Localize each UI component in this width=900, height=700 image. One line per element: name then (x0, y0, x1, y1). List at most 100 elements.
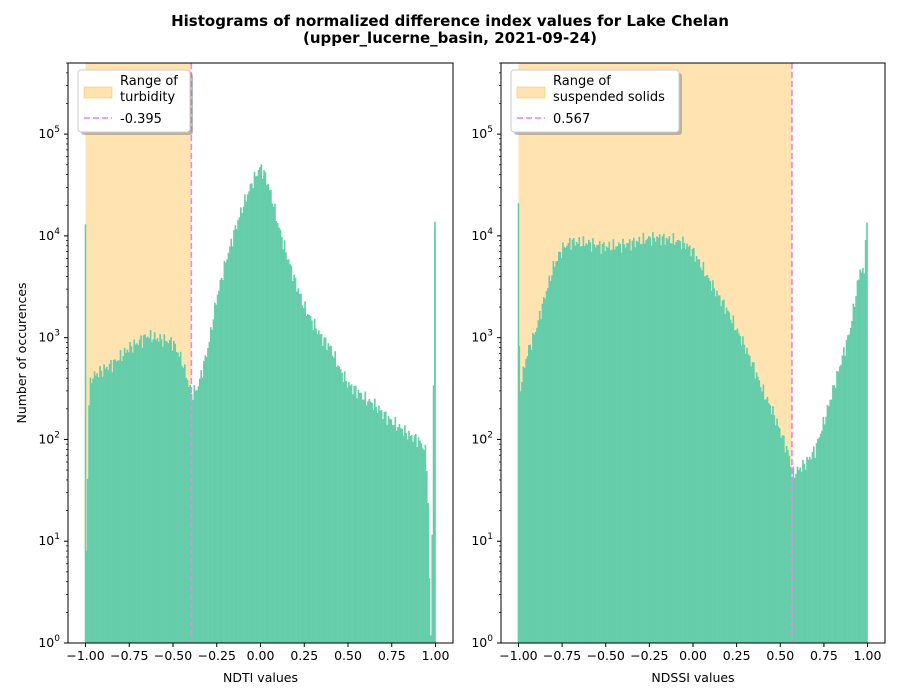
histogram-bar (669, 243, 672, 643)
histogram-bar (104, 368, 107, 643)
histogram-bar (302, 307, 305, 643)
histogram-bar (650, 245, 653, 643)
histogram-bar (214, 302, 216, 643)
histogram-bar (285, 252, 287, 643)
histogram-bar (298, 293, 301, 643)
x-tick-label: −0.75 (543, 648, 581, 663)
histogram-bar (173, 340, 175, 643)
histogram-bar (431, 534, 434, 643)
histogram-bar (585, 243, 587, 643)
histogram-bar (334, 351, 336, 643)
histogram-bar (234, 225, 237, 643)
y-tick-label: 102 (38, 430, 60, 446)
histogram-bar (281, 237, 283, 643)
histogram-bar (551, 275, 553, 643)
histogram-bar (249, 183, 252, 643)
histogram-bar (803, 463, 806, 643)
histogram-bar (578, 236, 581, 643)
histogram-bar (703, 276, 706, 643)
histogram-bar (99, 366, 101, 643)
histogram-bar (570, 249, 572, 643)
histogram-bar (540, 319, 542, 643)
histogram-bar (112, 360, 115, 643)
histogram-bar (620, 252, 623, 643)
x-tick-label: −0.50 (154, 648, 192, 663)
histogram-bar (615, 246, 617, 643)
histogram-bar (568, 237, 571, 643)
x-tick-label: 0.50 (334, 648, 362, 663)
histogram-bar (238, 217, 241, 643)
histogram-bar (126, 349, 129, 643)
histogram-bar (660, 245, 662, 643)
x-tick-label: 0.00 (247, 648, 275, 663)
histogram-bar (814, 457, 817, 643)
histogram-bar (346, 387, 349, 643)
legend-range-swatch (83, 86, 113, 99)
histogram-bar (800, 471, 803, 643)
histogram-bar (772, 406, 774, 643)
histogram-bar (766, 396, 769, 643)
histogram-bar (686, 243, 688, 643)
histogram-bar (823, 424, 826, 643)
histogram-bar (279, 229, 282, 643)
histogram-bar (795, 473, 797, 643)
histogram-bar (226, 259, 228, 643)
histogram-bar (678, 239, 680, 643)
histogram-bar (757, 376, 759, 643)
histogram-bar (197, 386, 200, 643)
histogram-bar (378, 405, 380, 643)
histogram-bar (88, 405, 90, 643)
histogram-bar (518, 345, 521, 643)
histogram-bar (309, 316, 312, 643)
histogram-bar (709, 280, 712, 643)
histogram-bar (583, 245, 586, 643)
histogram-bar (393, 425, 395, 643)
histogram-bar (96, 373, 99, 643)
histogram-bar (862, 267, 864, 643)
histogram-bar (410, 435, 413, 643)
histogram-bar (264, 172, 267, 643)
histogram-bar (735, 330, 737, 643)
histogram-bar (522, 366, 525, 643)
histogram-bar (788, 455, 791, 643)
histogram-bar (159, 334, 161, 643)
histogram-bar (679, 241, 682, 643)
histogram-bar (235, 229, 238, 643)
histogram-bar (744, 353, 747, 643)
histogram-bar (89, 377, 92, 643)
histogram-bar (300, 293, 302, 643)
histogram-bar (183, 364, 186, 643)
histogram-bar (332, 357, 335, 643)
histogram-bar (859, 269, 862, 643)
histogram-bar (528, 345, 530, 643)
histogram-bar (754, 378, 757, 643)
histogram-bar (137, 345, 140, 643)
histogram-bar (851, 320, 853, 643)
histogram-bar (267, 183, 270, 643)
histogram-bar (657, 237, 660, 643)
histogram-bar (134, 344, 137, 643)
histogram-bar (682, 236, 684, 643)
histogram-bar (751, 362, 754, 643)
histogram-bar (408, 430, 410, 643)
histogram-bar (231, 246, 234, 643)
histogram-bar (699, 267, 702, 643)
x-tick-label: −0.25 (198, 648, 236, 663)
histogram-bar (130, 346, 133, 643)
histogram-bar (817, 438, 819, 643)
histogram-bar (781, 435, 784, 643)
histogram-bar (171, 350, 174, 643)
histogram-bar (608, 241, 611, 643)
histogram-bar (350, 384, 353, 643)
histogram-bar (763, 399, 766, 643)
histogram-bar (119, 350, 122, 643)
histogram-bar (571, 239, 574, 643)
histogram-bar (327, 343, 330, 643)
histogram-bar (796, 466, 799, 643)
histogram-bar (84, 224, 87, 643)
histogram-bar (852, 303, 855, 643)
histogram-bar (323, 337, 326, 643)
